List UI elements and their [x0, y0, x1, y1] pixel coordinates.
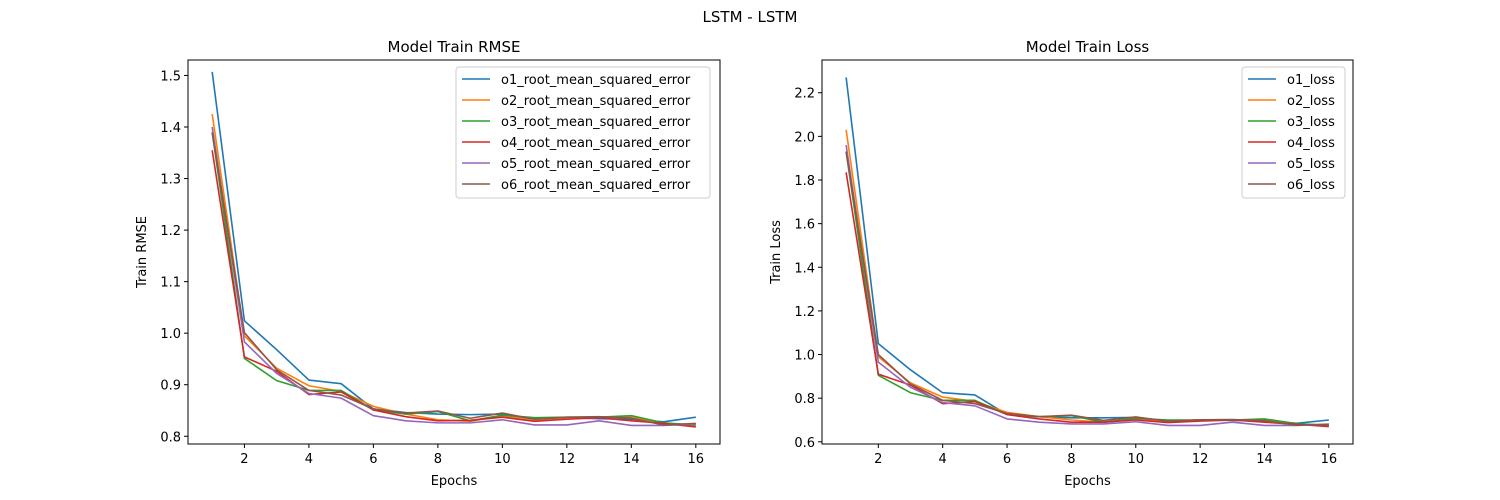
chart0-legend [455, 66, 711, 199]
chart1-title: Model Train Loss [1026, 38, 1150, 56]
chart1-x-axis-label: Epochs [1064, 474, 1111, 489]
chart1-x-tick-label: 8 [1067, 452, 1075, 467]
chart0-x-tick-label: 6 [369, 452, 377, 467]
chart0-x-tick-label: 10 [494, 452, 511, 467]
loss-chart: 2 4 6 8 10 12 14 16 0.6 0.8 1.0 1.2 1.4 1.6 1.8 2.0 2.2 M… [769, 38, 1354, 489]
chart1-y-tick-label: 0.6 [794, 436, 815, 451]
chart1-legend-label: o2_loss [1287, 94, 1335, 109]
chart0-x-tick-label: 14 [623, 452, 640, 467]
chart0-legend-label: o3_root_mean_squared_error [501, 115, 691, 130]
chart1-x-tick-label: 4 [939, 452, 947, 467]
chart1-x-tick-label: 2 [874, 452, 882, 467]
chart0-y-tick-label: 0.9 [160, 379, 181, 394]
chart1-y-tick-label: 0.8 [794, 392, 815, 407]
chart1-series-line-5 [845, 144, 1329, 427]
chart0-title: Model Train RMSE [388, 38, 521, 56]
chart0-y-tick-label: 1.0 [160, 327, 181, 342]
chart1-y-tick-label: 1.8 [794, 174, 815, 189]
figure-suptitle: LSTM - LSTM [703, 8, 798, 26]
chart1-legend-label: o1_loss [1287, 73, 1335, 88]
chart0-legend-label: o6_root_mean_squared_error [501, 178, 691, 193]
chart1-y-tick-label: 1.6 [794, 218, 815, 233]
chart0-series-line-6 [211, 132, 696, 426]
chart0-series-line-5 [211, 126, 696, 427]
chart1-y-tick-label: 1.4 [794, 261, 815, 276]
chart1-axes-frame [821, 59, 1354, 445]
chart1-x-tick-label: 16 [1321, 452, 1338, 467]
chart0-x-tick-label: 12 [559, 452, 576, 467]
chart1-x-tick-label: 14 [1256, 452, 1273, 467]
chart0-x-tick-label: 16 [688, 452, 705, 467]
chart1-legend-label: o6_loss [1287, 178, 1335, 193]
chart0-legend-label: o2_root_mean_squared_error [501, 94, 691, 109]
chart1-legend-label: o5_loss [1287, 157, 1335, 172]
chart0-x-axis-label: Epochs [431, 474, 478, 489]
chart0-x-tick-label: 4 [305, 452, 313, 467]
chart0-axes-frame [187, 59, 721, 445]
chart1-legend-label: o3_loss [1287, 115, 1335, 130]
chart0-x-tick-label: 8 [434, 452, 442, 467]
chart1-y-axis-label: Train Loss [769, 220, 784, 285]
chart1-y-tick-label: 2.0 [794, 130, 815, 145]
chart1-x-tick-label: 6 [1003, 452, 1011, 467]
chart1-x-tick-label: 12 [1192, 452, 1209, 467]
rmse-chart: 2 4 6 8 10 12 14 16 0.8 0.9 1.0 1.1 1.2 1.3 1.4 1.5 Mode… [135, 38, 721, 489]
chart1-y-tick-label: 2.2 [794, 87, 815, 102]
chart1-x-tick-label: 10 [1127, 452, 1144, 467]
chart0-legend-label: o1_root_mean_squared_error [501, 73, 691, 88]
chart0-y-tick-label: 1.5 [160, 69, 181, 84]
chart1-y-tick-label: 1.0 [794, 349, 815, 364]
chart0-y-tick-label: 0.8 [160, 430, 181, 445]
chart0-series-line-3 [211, 132, 696, 426]
chart1-y-tick-label: 1.2 [794, 305, 815, 320]
chart0-y-tick-label: 1.4 [160, 121, 181, 136]
chart1-series-line-6 [845, 151, 1329, 427]
chart0-y-axis-label: Train RMSE [135, 216, 150, 289]
chart0-legend-label: o5_root_mean_squared_error [501, 157, 691, 172]
chart0-y-tick-label: 1.2 [160, 224, 181, 239]
chart1-legend-label: o4_loss [1287, 136, 1335, 151]
chart0-legend-label: o4_root_mean_squared_error [501, 136, 691, 151]
chart0-y-tick-label: 1.1 [160, 276, 181, 291]
chart0-x-tick-label: 2 [240, 452, 248, 467]
chart0-y-tick-label: 1.3 [160, 173, 181, 188]
